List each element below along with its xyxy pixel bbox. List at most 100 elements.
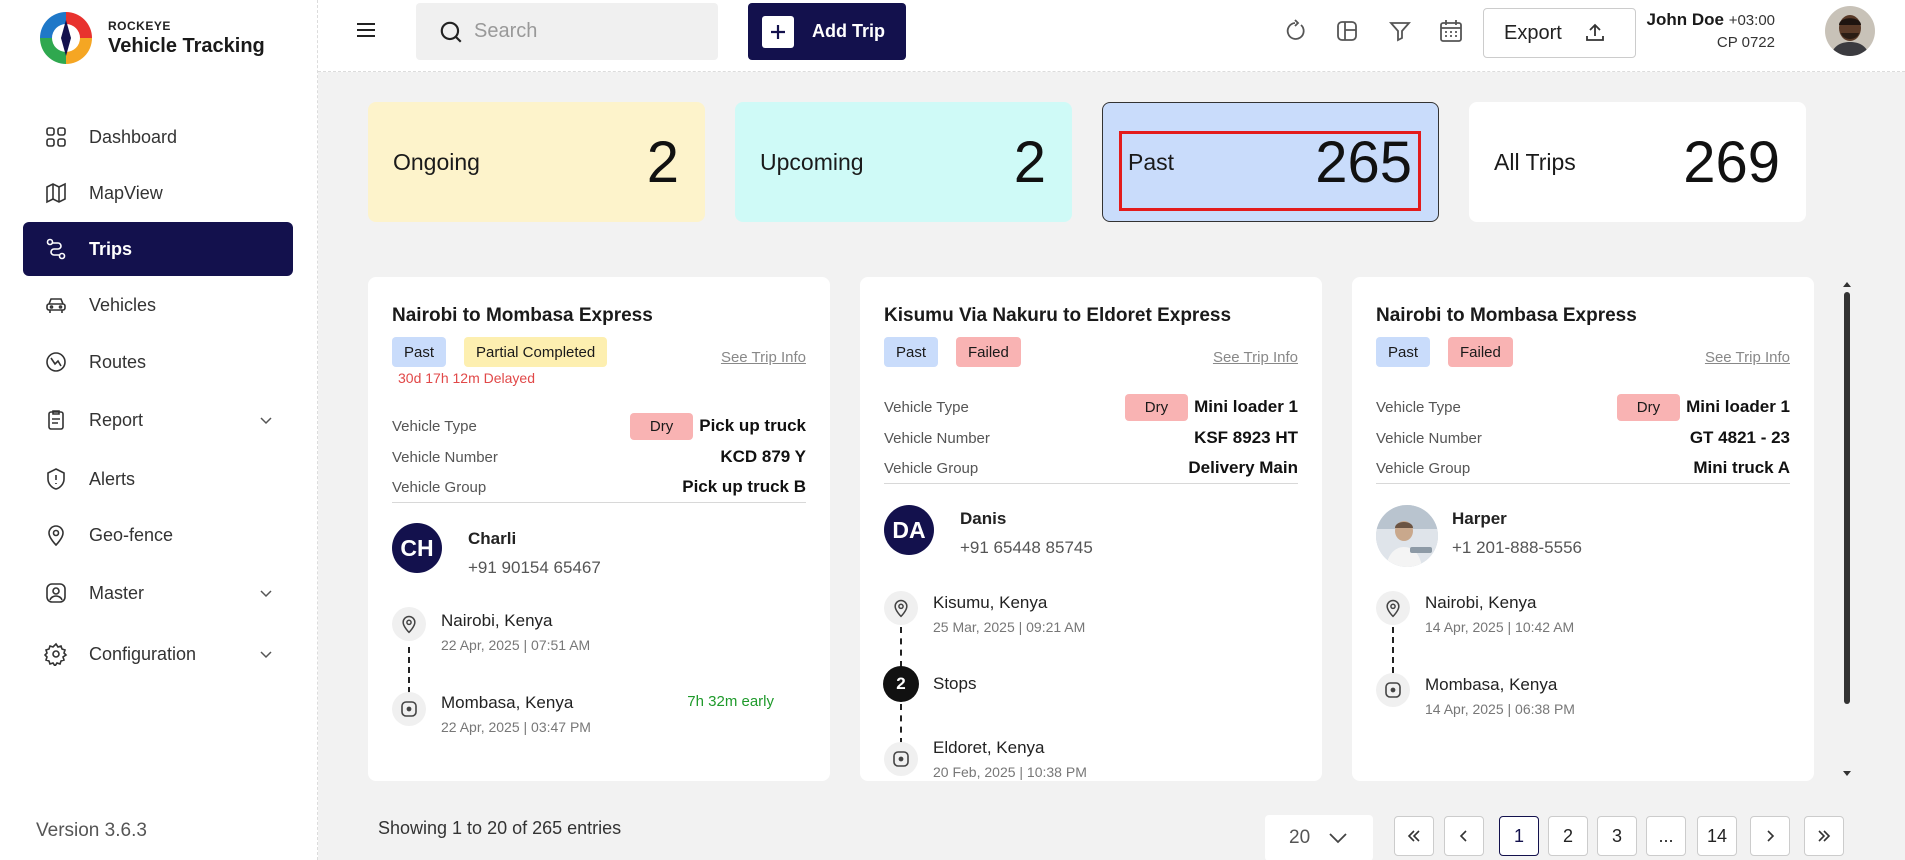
see-trip-info-link[interactable]: See Trip Info xyxy=(720,349,806,366)
plus-icon xyxy=(762,15,794,48)
see-trip-info-link[interactable]: See Trip Info xyxy=(1212,349,1298,366)
calendar-icon[interactable] xyxy=(1438,18,1464,44)
page-button-2[interactable]: 2 xyxy=(1548,816,1588,856)
cargo-badge: Dry xyxy=(1616,393,1681,421)
route-line xyxy=(408,647,410,693)
vehicle-group-label: Vehicle Group xyxy=(884,459,979,477)
last-page-button[interactable] xyxy=(1804,816,1844,856)
sidebar-item-label: Routes xyxy=(89,351,147,372)
stat-card-upcoming[interactable]: Upcoming 2 xyxy=(735,102,1072,222)
trip-card[interactable]: Kisumu Via Nakuru to Eldoret Express Pas… xyxy=(860,277,1322,781)
refresh-icon[interactable] xyxy=(1282,18,1308,44)
sidebar-item-label: Master xyxy=(89,582,145,603)
trip-card[interactable]: Nairobi to Mombasa Express Past Partial … xyxy=(368,277,830,781)
route-line xyxy=(900,704,902,744)
stat-label: Ongoing xyxy=(393,148,480,175)
sidebar-item-report[interactable]: Report xyxy=(23,393,293,447)
chevron-down-icon xyxy=(260,651,272,659)
divider xyxy=(392,502,806,503)
sidebar-item-configuration[interactable]: Configuration xyxy=(23,627,293,681)
export-label: Export xyxy=(1504,21,1562,44)
vertical-scrollbar[interactable] xyxy=(1842,280,1852,780)
chevron-left-icon xyxy=(1459,830,1467,842)
alert-icon xyxy=(43,466,69,492)
avatar[interactable] xyxy=(1825,6,1875,56)
chevron-down-icon xyxy=(260,590,272,598)
sidebar-item-label: Dashboard xyxy=(89,126,178,147)
status-badge: Past xyxy=(884,337,939,367)
brand-subtitle: ROCKEYE xyxy=(108,18,171,33)
page-button-14[interactable]: 14 xyxy=(1697,816,1737,856)
vehicle-number-label: Vehicle Number xyxy=(884,429,990,447)
sidebar-item-mapview[interactable]: MapView xyxy=(23,166,293,220)
vehicle-group-value: Mini truck A xyxy=(1693,458,1790,477)
stat-value: 2 xyxy=(646,129,679,195)
scroll-up-icon[interactable] xyxy=(1842,280,1852,288)
vehicle-group-label: Vehicle Group xyxy=(392,478,487,496)
sidebar-item-trips[interactable]: Trips xyxy=(23,222,293,276)
sidebar-item-dashboard[interactable]: Dashboard xyxy=(23,110,293,164)
search-input[interactable] xyxy=(474,20,714,43)
scrollbar-thumb[interactable] xyxy=(1844,292,1850,704)
trip-card[interactable]: Nairobi to Mombasa Express Past Failed S… xyxy=(1352,277,1814,781)
trip-title: Nairobi to Mombasa Express xyxy=(392,305,653,326)
stat-card-all-trips[interactable]: All Trips 269 xyxy=(1469,102,1806,222)
early-note: 7h 32m early xyxy=(687,693,774,710)
gear-icon xyxy=(43,641,69,667)
user-icon xyxy=(43,580,69,606)
add-trip-button[interactable]: Add Trip xyxy=(748,3,906,60)
app-version: Version 3.6.3 xyxy=(36,820,147,841)
destination-location: Mombasa, Kenya xyxy=(1425,675,1558,694)
vehicle-number-label: Vehicle Number xyxy=(392,448,498,466)
user-info[interactable]: John Doe +03:00 CP 0722 xyxy=(1647,10,1775,51)
cargo-badge: Dry xyxy=(1124,393,1189,421)
page-size-select[interactable]: 20 xyxy=(1265,815,1373,860)
destination-time: 22 Apr, 2025 | 03:47 PM xyxy=(441,719,591,735)
prev-page-button[interactable] xyxy=(1444,816,1484,856)
page-button-3[interactable]: 3 xyxy=(1597,816,1637,856)
page-button-1[interactable]: 1 xyxy=(1499,816,1539,856)
vehicle-group-row: Vehicle Group Pick up truck B xyxy=(392,474,806,500)
export-button[interactable]: Export xyxy=(1483,8,1636,58)
sidebar-item-master[interactable]: Master xyxy=(23,566,293,620)
origin-time: 25 Mar, 2025 | 09:21 AM xyxy=(933,619,1086,635)
vehicle-type-label: Vehicle Type xyxy=(392,417,477,435)
stat-card-ongoing[interactable]: Ongoing 2 xyxy=(368,102,705,222)
next-page-button[interactable] xyxy=(1750,816,1790,856)
see-trip-info-link[interactable]: See Trip Info xyxy=(1704,349,1790,366)
location-pin-icon xyxy=(43,522,69,548)
stops-label: Stops xyxy=(933,674,977,693)
columns-icon[interactable] xyxy=(1334,18,1360,44)
origin-pin-icon xyxy=(1376,591,1410,625)
vehicle-number-label: Vehicle Number xyxy=(1376,429,1482,447)
search-icon xyxy=(440,21,462,43)
route-icon xyxy=(43,236,69,262)
user-name-line: John Doe +03:00 xyxy=(1647,10,1775,30)
double-chevron-right-icon xyxy=(1818,830,1831,842)
vehicle-type-value: Pick up truck xyxy=(699,416,806,435)
scroll-down-icon[interactable] xyxy=(1842,770,1852,778)
sidebar-item-alerts[interactable]: Alerts xyxy=(23,452,293,506)
trip-list: Nairobi to Mombasa Express Past Partial … xyxy=(368,277,1814,781)
trip-title: Nairobi to Mombasa Express xyxy=(1376,305,1637,326)
menu-icon[interactable] xyxy=(354,18,378,42)
sidebar-item-geo-fence[interactable]: Geo-fence xyxy=(23,508,293,562)
route-line xyxy=(900,627,902,667)
sidebar-item-routes[interactable]: Routes xyxy=(23,335,293,389)
stat-card-past[interactable]: Past 265 xyxy=(1102,102,1439,222)
search-box[interactable] xyxy=(416,3,718,60)
chevron-down-icon xyxy=(260,417,272,425)
divider xyxy=(1376,483,1790,484)
result-badge: Failed xyxy=(1448,337,1513,367)
dashboard-icon xyxy=(43,124,69,150)
car-icon xyxy=(43,292,69,318)
entries-info: Showing 1 to 20 of 265 entries xyxy=(378,818,622,838)
sidebar-item-label: Geo-fence xyxy=(89,524,174,545)
sidebar-item-vehicles[interactable]: Vehicles xyxy=(23,278,293,332)
first-page-button[interactable] xyxy=(1394,816,1434,856)
vehicle-type-label: Vehicle Type xyxy=(1376,398,1461,416)
filter-icon[interactable] xyxy=(1387,18,1413,44)
brand[interactable]: ROCKEYE Vehicle Tracking xyxy=(36,8,265,68)
result-badge: Partial Completed xyxy=(464,337,608,367)
page-size-value: 20 xyxy=(1289,827,1311,848)
